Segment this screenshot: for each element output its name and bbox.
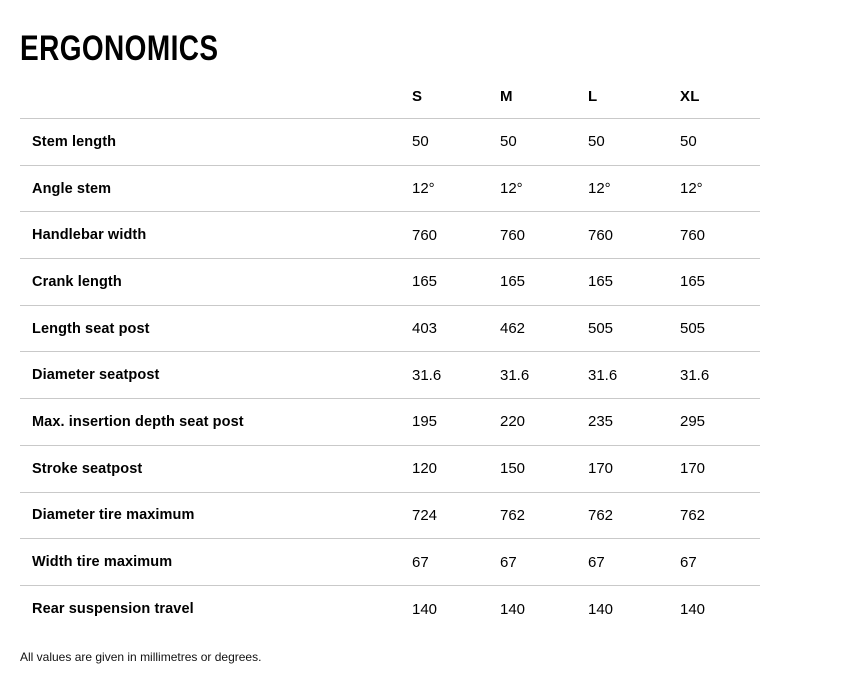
table-row: Diameter seatpost 31.6 31.6 31.6 31.6 [20, 352, 760, 400]
cell-value: 120 [412, 460, 438, 478]
row-label: Crank length [32, 273, 122, 290]
cell-value: 165 [680, 273, 706, 291]
column-header-m: M [500, 88, 513, 105]
row-label: Width tire maximum [32, 554, 173, 571]
table-row: Rear suspension travel 140 140 140 140 [20, 586, 760, 633]
cell-value: 67 [588, 553, 605, 571]
row-label: Stroke seatpost [32, 460, 143, 477]
cell-value: 762 [588, 506, 614, 524]
cell-value: 220 [500, 413, 526, 431]
cell-value: 50 [500, 133, 517, 151]
cell-value: 195 [412, 413, 438, 431]
cell-value: 760 [680, 226, 706, 244]
cell-value: 140 [588, 600, 614, 618]
row-label: Length seat post [32, 320, 150, 337]
cell-value: 403 [412, 320, 438, 338]
table-row: Crank length 165 165 165 165 [20, 259, 760, 306]
row-label: Stem length [32, 133, 117, 150]
cell-value: 762 [680, 506, 706, 524]
row-label: Handlebar width [32, 227, 147, 244]
table-row: Length seat post 403 462 505 505 [20, 306, 760, 353]
column-header-s: S [412, 88, 423, 105]
cell-value: 31.6 [680, 366, 710, 384]
cell-value: 12° [412, 180, 435, 198]
cell-value: 165 [412, 273, 438, 291]
table-row: Diameter tire maximum 724 762 762 762 [20, 493, 760, 540]
cell-value: 31.6 [412, 366, 442, 384]
row-label: Angle stem [32, 180, 112, 197]
cell-value: 140 [500, 600, 526, 618]
cell-value: 50 [588, 133, 605, 151]
table-row: Angle stem 12° 12° 12° 12° [20, 166, 760, 213]
table-row: Width tire maximum 67 67 67 67 [20, 539, 760, 586]
row-label: Rear suspension travel [32, 601, 194, 618]
cell-value: 505 [588, 320, 614, 338]
row-label: Diameter seatpost [32, 367, 160, 384]
ergonomics-table: S M L XL Stem length 50 50 50 50 Angle stem 12… [20, 75, 760, 633]
table-row: Stroke seatpost 120 150 170 170 [20, 446, 760, 493]
cell-value: 31.6 [588, 366, 618, 384]
cell-value: 165 [588, 273, 614, 291]
cell-value: 760 [500, 226, 526, 244]
table-row: Handlebar width 760 760 760 760 [20, 212, 760, 260]
cell-value: 762 [500, 506, 526, 524]
cell-value: 12° [680, 180, 703, 198]
footnote: All values are given in millimetres or d… [20, 650, 262, 664]
cell-value: 505 [680, 320, 706, 338]
cell-value: 50 [412, 133, 429, 151]
column-header-xl: XL [680, 88, 700, 105]
cell-value: 170 [588, 460, 614, 478]
cell-value: 140 [412, 600, 438, 618]
cell-value: 12° [500, 180, 523, 198]
table-row: Max. insertion depth seat post 195 220 235 2… [20, 399, 760, 446]
table-header-row: S M L XL [20, 75, 760, 119]
table-body: Stem length 50 50 50 50 Angle stem 12° 12° 12° 12… [20, 119, 760, 633]
cell-value: 462 [500, 320, 526, 338]
cell-value: 295 [680, 413, 706, 431]
cell-value: 760 [588, 226, 614, 244]
cell-value: 140 [680, 600, 706, 618]
cell-value: 67 [680, 553, 697, 571]
cell-value: 235 [588, 413, 614, 431]
cell-value: 170 [680, 460, 706, 478]
table-row: Stem length 50 50 50 50 [20, 119, 760, 166]
cell-value: 150 [500, 460, 526, 478]
cell-value: 165 [500, 273, 526, 291]
cell-value: 67 [500, 553, 517, 571]
cell-value: 67 [412, 553, 429, 571]
row-label: Diameter tire maximum [32, 507, 195, 524]
page-title: ERGONOMICS [20, 29, 219, 69]
cell-value: 12° [588, 180, 611, 198]
column-header-l: L [588, 88, 598, 105]
row-label: Max. insertion depth seat post [32, 413, 244, 430]
cell-value: 31.6 [500, 366, 530, 384]
cell-value: 50 [680, 133, 697, 151]
cell-value: 760 [412, 226, 438, 244]
cell-value: 724 [412, 506, 438, 524]
